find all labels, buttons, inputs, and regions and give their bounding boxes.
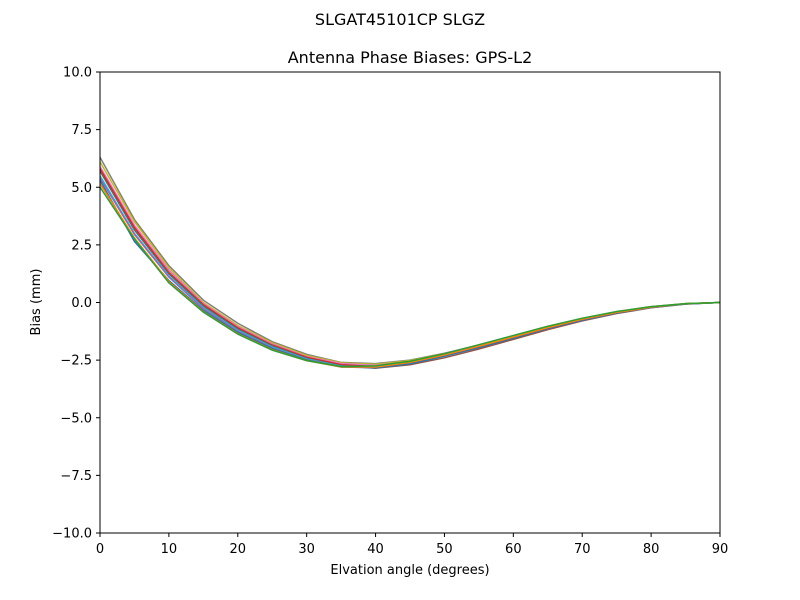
series-line [99, 175, 721, 368]
y-tick-label: −7.5 [60, 469, 92, 484]
series-line [99, 177, 721, 369]
series-line [99, 186, 721, 368]
x-axis-label: Elvation angle (degrees) [330, 563, 489, 578]
series-line [99, 183, 721, 368]
x-axis-ticks: 0 10 20 30 40 50 60 70 80 90 [96, 533, 728, 557]
x-tick-label: 40 [367, 542, 384, 557]
x-tick-label: 50 [436, 542, 453, 557]
series-line [99, 179, 721, 369]
y-tick-label: 5.0 [71, 181, 92, 196]
x-tick-label: 10 [161, 542, 178, 557]
series-line [99, 170, 721, 369]
y-tick-label: 0.0 [71, 296, 92, 311]
x-tick-label: 20 [230, 542, 247, 557]
y-tick-label: −5.0 [60, 411, 92, 426]
figure-suptitle: SLGAT45101CP SLGZ [314, 10, 486, 29]
series-line [99, 166, 721, 366]
series-line [99, 168, 721, 368]
x-tick-label: 90 [712, 542, 729, 557]
x-tick-label: 60 [505, 542, 522, 557]
y-tick-label: 2.5 [71, 238, 92, 253]
x-tick-label: 30 [298, 542, 315, 557]
x-tick-label: 0 [96, 542, 104, 557]
series-line [99, 161, 721, 366]
y-tick-label: −2.5 [60, 354, 92, 369]
y-axis-ticks: 10.0 7.5 5.0 2.5 0.0 −2.5 −5.0 −7.5 −10.0 [52, 66, 100, 542]
series-line [99, 156, 721, 365]
x-tick-label: 80 [643, 542, 660, 557]
y-tick-label: 10.0 [63, 66, 92, 81]
y-tick-label: −10.0 [52, 527, 92, 542]
series-lines [99, 156, 721, 369]
chart-title: Antenna Phase Biases: GPS-L2 [287, 48, 533, 67]
y-axis-label: Bias (mm) [29, 269, 44, 336]
y-tick-label: 7.5 [71, 123, 92, 138]
x-tick-label: 70 [574, 542, 591, 557]
